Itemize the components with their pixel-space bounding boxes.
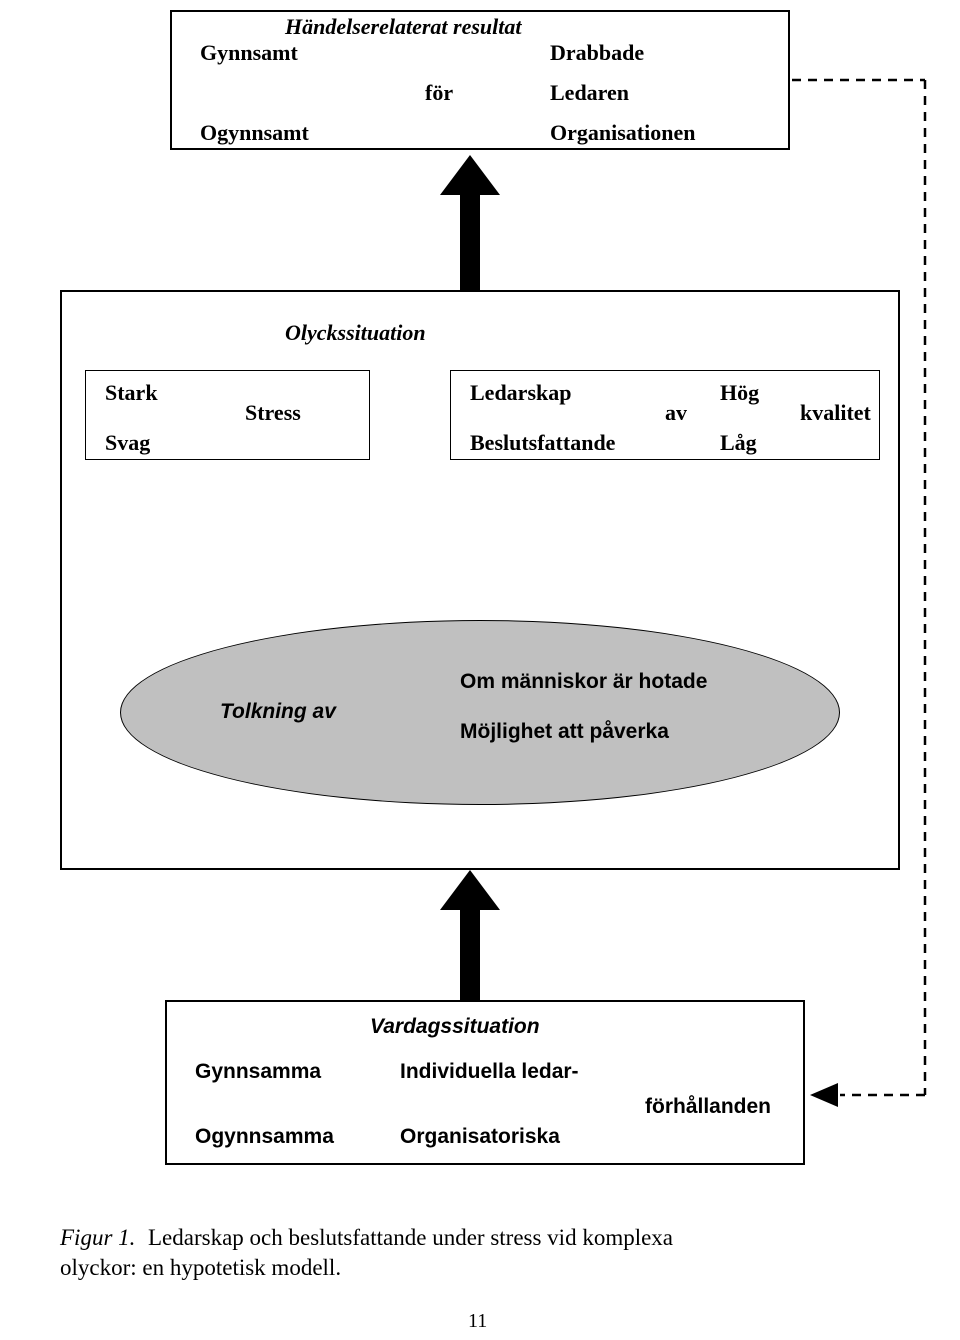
label-mojlighet: Möjlighet att påverka: [460, 720, 669, 744]
mid-title: Olyckssituation: [285, 320, 426, 346]
page-number: 11: [468, 1310, 487, 1333]
label-av: av: [665, 400, 687, 426]
label-stark: Stark: [105, 380, 158, 406]
label-svag: Svag: [105, 430, 150, 456]
bot-title: Vardagssituation: [370, 1015, 540, 1039]
label-om-manniskor: Om människor är hotade: [460, 670, 707, 694]
label-kvalitet: kvalitet: [800, 400, 871, 426]
label-drabbade: Drabbade: [550, 40, 644, 66]
label-ogynnsamma: Ogynnsamma: [195, 1125, 334, 1149]
top-title: Händelserelaterat resultat: [285, 14, 655, 40]
label-stress: Stress: [245, 400, 301, 426]
label-tolkning-av: Tolkning av: [220, 700, 336, 724]
caption-figur: Figur 1.: [60, 1225, 135, 1251]
label-gynnsamma: Gynnsamma: [195, 1060, 321, 1084]
label-for: för: [425, 80, 453, 106]
arrow-bottom: [440, 870, 500, 1000]
label-beslutsfattande: Beslutsfattande: [470, 430, 615, 456]
dashed-arrow-head: [810, 1083, 838, 1107]
label-hog: Hög: [720, 380, 759, 406]
label-ledarskap: Ledarskap: [470, 380, 571, 406]
caption-line2: olyckor: en hypotetisk modell.: [60, 1255, 341, 1281]
caption-line1: Ledarskap och beslutsfattande under stre…: [148, 1225, 673, 1251]
label-individuella: Individuella ledar-: [400, 1060, 579, 1084]
label-lag: Låg: [720, 430, 757, 456]
label-organisationen: Organisationen: [550, 120, 695, 146]
label-organisatoriska: Organisatoriska: [400, 1125, 560, 1149]
label-ledaren: Ledaren: [550, 80, 629, 106]
label-gynnsamt: Gynnsamt: [200, 40, 298, 66]
arrow-top: [440, 155, 500, 290]
label-ogynnsamt: Ogynnsamt: [200, 120, 309, 146]
label-forhallanden: förhållanden: [645, 1095, 771, 1119]
